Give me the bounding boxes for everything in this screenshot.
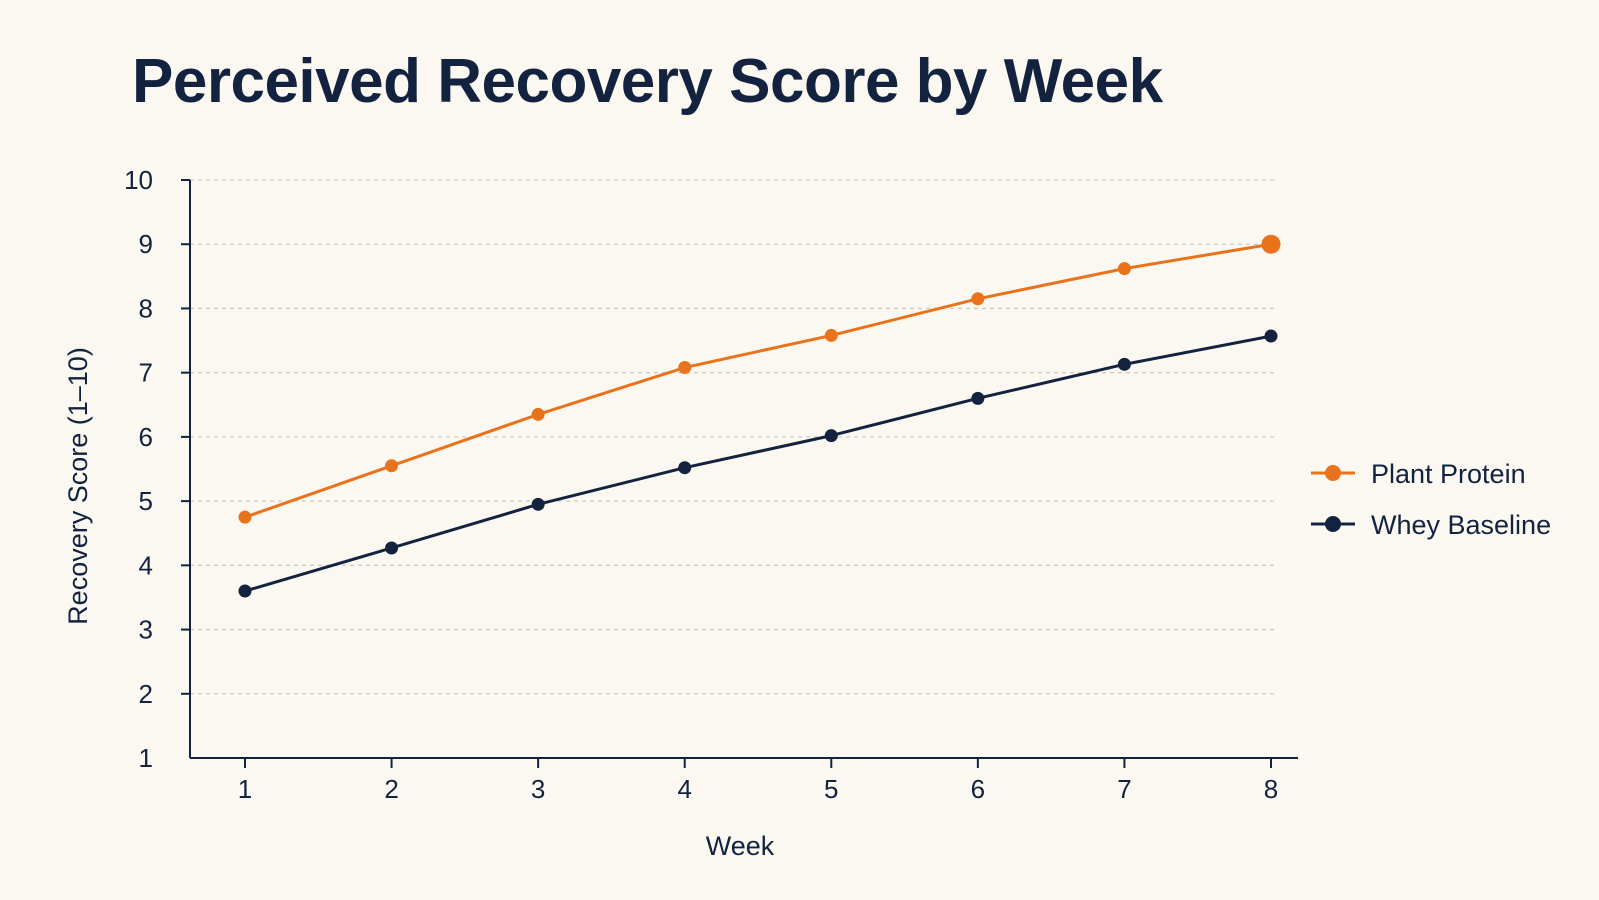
y-tick-label-8: 8 <box>139 293 153 323</box>
data-point-whey-baseline-week-7 <box>1117 357 1131 371</box>
data-point-plant-protein-week-7 <box>1117 262 1131 276</box>
axis-layer <box>189 180 1298 759</box>
legend: Plant Protein Whey Baseline <box>1311 459 1551 540</box>
legend-swatch-marker-whey-baseline <box>1325 516 1341 532</box>
y-tick-label-3: 3 <box>139 615 153 645</box>
x-tick-label-6: 6 <box>971 774 985 804</box>
y-tick-label-5: 5 <box>139 486 153 516</box>
legend-label-whey-baseline: Whey Baseline <box>1371 510 1551 540</box>
grid-layer <box>190 179 1275 695</box>
data-point-plant-protein-week-2 <box>385 459 399 473</box>
data-point-plant-protein-week-8 <box>1261 234 1281 254</box>
x-axis-title: Week <box>706 831 775 861</box>
y-tick-label-10: 10 <box>124 165 153 195</box>
y-tick-label-4: 4 <box>139 550 153 580</box>
data-point-whey-baseline-week-8 <box>1264 329 1278 343</box>
x-tick-label-3: 3 <box>531 774 545 804</box>
y-tick-label-9: 9 <box>139 229 153 259</box>
tick-layer: 1 2 3 4 5 6 7 8 9 10 1 2 3 4 5 6 7 8 <box>124 165 1278 804</box>
x-tick-label-2: 2 <box>384 774 398 804</box>
y-axis-title: Recovery Score (1–10) <box>63 347 93 625</box>
chart-title: Perceived Recovery Score by Week <box>132 47 1163 116</box>
legend-item-plant-protein: Plant Protein <box>1311 459 1526 489</box>
data-point-plant-protein-week-4 <box>678 361 692 375</box>
legend-label-plant-protein: Plant Protein <box>1371 459 1526 489</box>
x-tick-label-5: 5 <box>824 774 838 804</box>
data-point-plant-protein-week-1 <box>238 510 252 524</box>
data-point-whey-baseline-week-6 <box>971 391 985 405</box>
data-point-plant-protein-week-5 <box>824 328 838 342</box>
legend-swatch-marker-plant-protein <box>1325 465 1341 481</box>
series-line-plant-protein <box>243 242 1273 519</box>
x-tick-label-8: 8 <box>1264 774 1278 804</box>
data-point-plant-protein-week-6 <box>971 292 985 306</box>
y-tick-label-2: 2 <box>139 679 153 709</box>
data-point-whey-baseline-week-1 <box>238 584 252 598</box>
x-tick-label-1: 1 <box>238 774 252 804</box>
x-tick-label-4: 4 <box>677 774 691 804</box>
series-line-whey-baseline <box>243 334 1273 593</box>
data-point-whey-baseline-week-5 <box>824 429 838 443</box>
data-point-whey-baseline-week-3 <box>531 497 545 511</box>
data-point-plant-protein-week-3 <box>531 407 545 421</box>
x-tick-label-7: 7 <box>1117 774 1131 804</box>
data-point-whey-baseline-week-4 <box>678 461 692 475</box>
y-tick-label-6: 6 <box>139 422 153 452</box>
y-tick-label-1: 1 <box>139 743 153 773</box>
y-tick-label-7: 7 <box>139 358 153 388</box>
series-layer <box>238 234 1281 598</box>
data-point-whey-baseline-week-2 <box>385 541 399 555</box>
legend-item-whey-baseline: Whey Baseline <box>1311 510 1551 540</box>
